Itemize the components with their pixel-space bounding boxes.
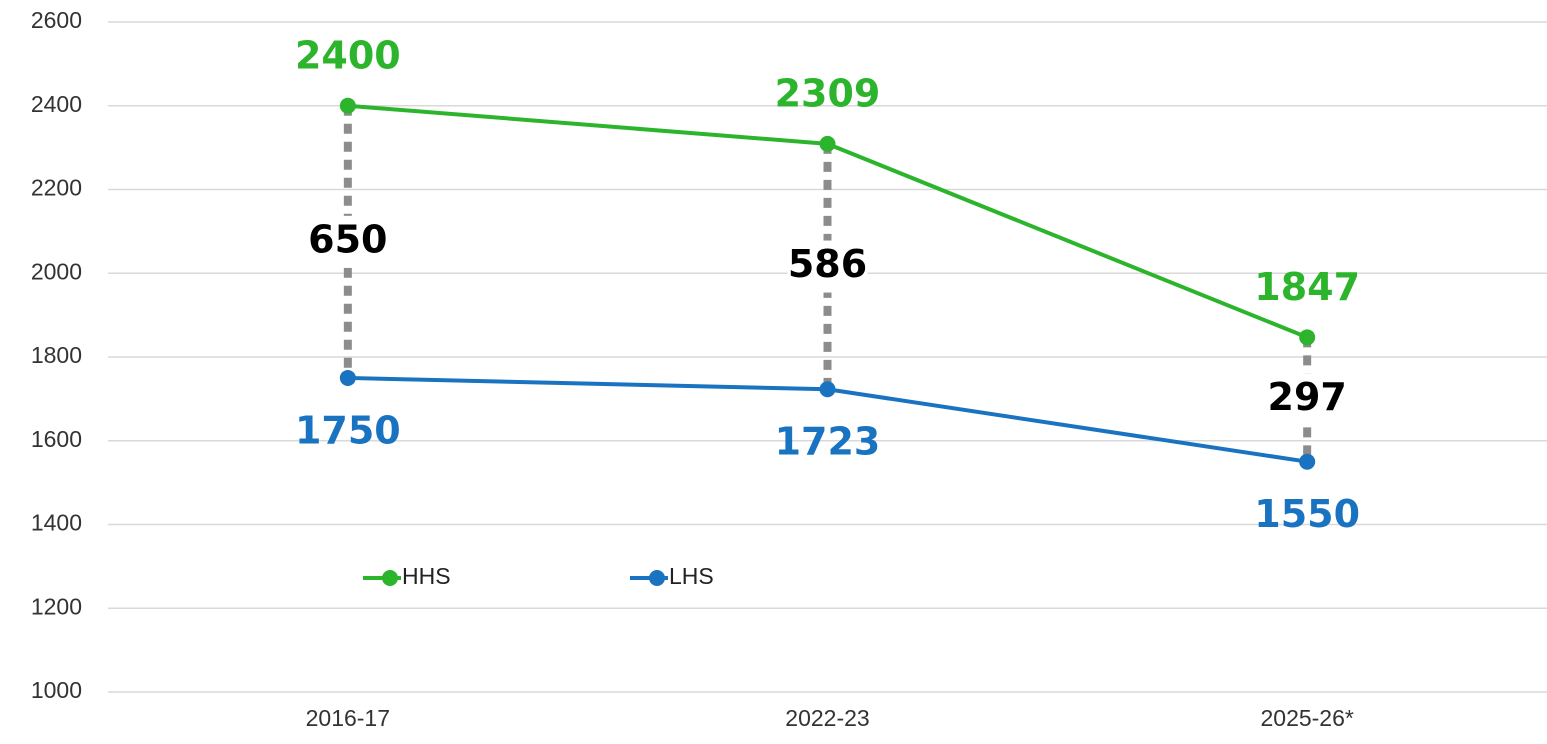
y-tick-label: 2200 (31, 175, 82, 201)
data-point (339, 369, 356, 386)
y-tick-label: 1600 (31, 426, 82, 452)
data-label: 2309 (775, 71, 881, 115)
data-label: 2400 (295, 33, 401, 77)
data-point (819, 135, 836, 152)
x-tick-label: 2022-23 (785, 705, 869, 731)
difference-label: 650 (308, 217, 387, 261)
legend-marker (649, 570, 665, 586)
difference-label-bg (787, 240, 868, 293)
data-label: 1847 (1254, 265, 1360, 309)
y-tick-label: 1200 (31, 593, 82, 619)
data-point (1299, 453, 1316, 470)
data-label: 1723 (775, 420, 881, 464)
data-point (1299, 329, 1316, 346)
data-label: 1750 (295, 408, 401, 452)
y-tick-label: 1400 (31, 510, 82, 536)
y-tick-label: 2400 (31, 91, 82, 117)
difference-label: 297 (1268, 375, 1347, 419)
y-tick-label: 2600 (31, 7, 82, 33)
difference-label: 586 (788, 242, 867, 286)
legend-label: LHS (669, 563, 714, 589)
difference-label-bg (1267, 373, 1348, 426)
legend-marker (382, 570, 398, 586)
x-tick-label: 2016-17 (306, 705, 390, 731)
y-tick-label: 1800 (31, 342, 82, 368)
data-point (819, 381, 836, 398)
legend-label: HHS (402, 563, 451, 589)
data-point (339, 97, 356, 114)
y-tick-label: 1000 (31, 677, 82, 703)
y-tick-label: 2000 (31, 258, 82, 284)
x-tick-label: 2025-26* (1260, 705, 1353, 731)
difference-label-bg (307, 215, 388, 268)
data-label: 1550 (1254, 492, 1360, 536)
